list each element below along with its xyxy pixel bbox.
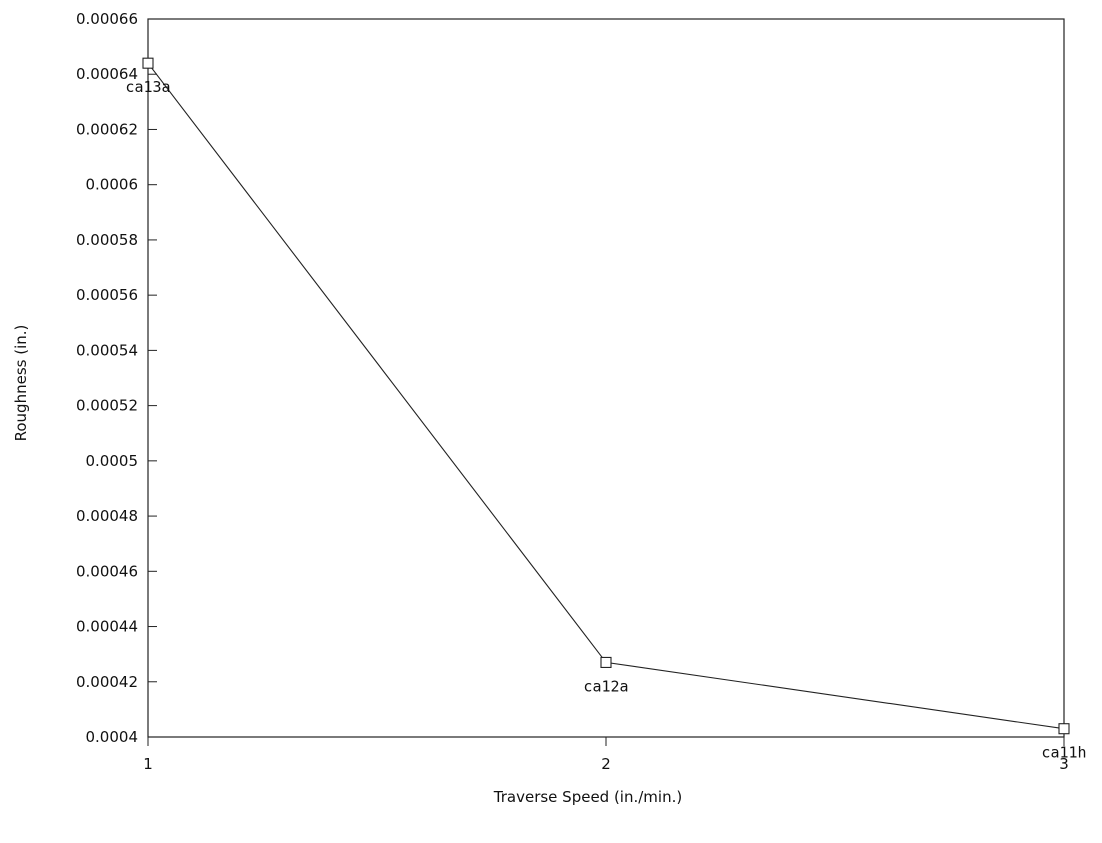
x-tick-label: 3 <box>1059 755 1069 773</box>
y-tick-label: 0.00046 <box>76 562 138 580</box>
point-labels: ca13a ca12a ca11h <box>125 78 1086 762</box>
series-layer <box>142 57 1070 735</box>
x-tick-label: 1 <box>143 755 153 773</box>
x-tick-label: 2 <box>601 755 611 773</box>
y-tick-label: 0.00042 <box>76 673 138 691</box>
y-tick-label: 0.0004 <box>86 728 139 746</box>
y-tick-label: 0.00052 <box>76 397 138 415</box>
y-axis: 0.0004 0.00042 0.00044 0.00046 0.00048 0.0005… <box>76 10 157 746</box>
data-point-label: ca11h <box>1041 744 1086 762</box>
y-tick-label: 0.00056 <box>76 286 138 304</box>
y-tick-label: 0.00058 <box>76 231 138 249</box>
data-point-marker <box>1058 723 1070 735</box>
series-line <box>147 62 1065 730</box>
y-tick-label: 0.00054 <box>76 341 138 359</box>
y-tick-label: 0.0005 <box>86 452 139 470</box>
y-tick-label: 0.00066 <box>76 10 138 28</box>
y-tick-label: 0.0006 <box>86 176 139 194</box>
y-tick-label: 0.00064 <box>76 65 138 83</box>
data-point-label: ca13a <box>125 78 170 96</box>
y-axis-title: Roughness (in.) <box>12 325 30 442</box>
x-axis: 1 2 3 <box>143 737 1069 773</box>
data-point-marker <box>142 57 154 69</box>
y-tick-label: 0.00044 <box>76 618 138 636</box>
plot-border <box>147 18 1065 738</box>
data-point-label: ca12a <box>583 677 628 695</box>
plot-area <box>147 18 1065 738</box>
x-axis-title: Traverse Speed (in./min.) <box>493 788 682 806</box>
y-tick-label: 0.00048 <box>76 507 138 525</box>
data-point-marker <box>600 656 612 668</box>
y-tick-label: 0.00062 <box>76 120 138 138</box>
